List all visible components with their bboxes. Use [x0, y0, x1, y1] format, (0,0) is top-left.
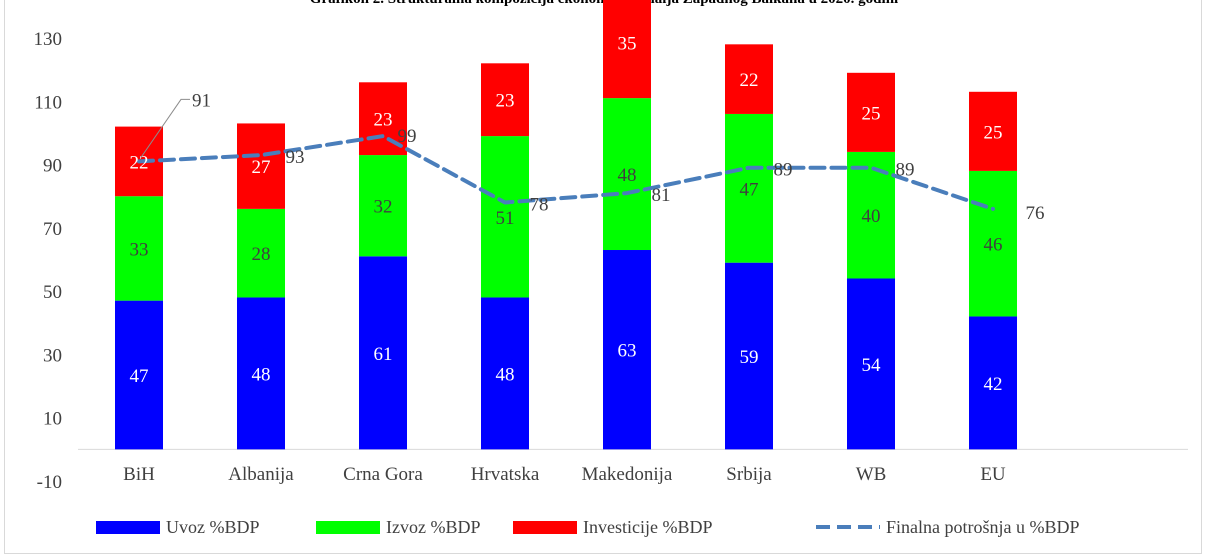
x-tick-label: Srbija	[726, 464, 772, 485]
data-label: 25	[862, 103, 881, 124]
x-tick-label: WB	[856, 464, 887, 485]
y-tick-label: 30	[43, 345, 62, 366]
line-data-label: 99	[398, 126, 417, 147]
leader-line	[140, 98, 190, 158]
line-data-label: 78	[530, 195, 549, 216]
line-data-label: 81	[652, 185, 671, 206]
bar-segment	[725, 44, 773, 114]
bar-segment	[359, 155, 407, 257]
line-data-label: 89	[774, 160, 793, 181]
legend-label: Investicije %BDP	[583, 517, 712, 537]
bar-segment	[603, 0, 651, 99]
bar-segment	[237, 297, 285, 450]
line-layer	[137, 134, 995, 211]
x-tick-label: EU	[980, 464, 1006, 485]
data-label: 47	[130, 366, 149, 387]
legend-swatch	[513, 521, 577, 534]
y-tick-label: 110	[34, 92, 62, 113]
bars-layer	[115, 0, 1017, 450]
legend-label: Finalna potrošnja u %BDP	[886, 517, 1080, 537]
bar-segment	[481, 63, 529, 137]
y-tick-label: -10	[37, 472, 62, 493]
data-label: 22	[740, 70, 759, 91]
bar-segment	[237, 123, 285, 209]
data-label: 59	[740, 347, 759, 368]
y-tick-label: 50	[43, 282, 62, 303]
data-label: 22	[130, 152, 149, 173]
bar-segment	[603, 250, 651, 450]
legend-swatch	[316, 521, 380, 534]
x-tick-label: Albanija	[228, 464, 294, 485]
y-tick-label: 130	[34, 29, 63, 50]
x-tick-label: Crna Gora	[343, 464, 423, 485]
x-tick-label: BiH	[123, 464, 155, 485]
data-label: 47	[740, 179, 759, 200]
x-tick-label: Makedonija	[582, 464, 673, 485]
data-label: 32	[374, 197, 393, 218]
data-label: 40	[862, 206, 881, 227]
data-label: 61	[374, 344, 393, 365]
line-data-label: 89	[896, 160, 915, 181]
labels-layer: 47 33 22 48 28 27 61 32 23 48 51 23 63 48 35 59 47 22 54 40…	[130, 34, 1045, 395]
bar-segment	[847, 72, 895, 152]
bar-segment	[603, 98, 651, 251]
data-label: 48	[496, 364, 515, 385]
axis-layer: -10 10 30 50 70 90 110 130 BiH Albanija Crna Gora H…	[34, 29, 1188, 493]
data-label: 46	[984, 235, 1003, 256]
bar-segment	[115, 300, 163, 450]
legend-label: Izvoz %BDP	[386, 517, 480, 537]
chart-frame	[4, 0, 1202, 554]
line-data-label: 93	[286, 147, 305, 168]
data-label: 48	[252, 364, 271, 385]
data-label: 25	[984, 122, 1003, 143]
bar-segment	[481, 136, 529, 298]
data-label: 63	[618, 341, 637, 362]
bar-segment	[115, 196, 163, 301]
bar-segment	[359, 256, 407, 450]
data-label: 51	[496, 208, 515, 229]
bar-segment	[969, 316, 1017, 450]
data-label: 48	[618, 165, 637, 186]
data-label: 23	[374, 110, 393, 131]
data-label: 27	[252, 157, 271, 178]
bar-segment	[847, 278, 895, 450]
line-series	[137, 134, 995, 211]
data-label: 28	[252, 244, 271, 265]
y-tick-label: 70	[43, 219, 62, 240]
bar-segment	[725, 113, 773, 263]
data-label: 54	[862, 355, 882, 376]
legend: Uvoz %BDP Izvoz %BDP Investicije %BDP Final…	[96, 517, 1080, 537]
y-tick-label: 10	[43, 409, 62, 430]
bar-segment	[481, 297, 529, 450]
data-label: 23	[496, 91, 515, 112]
bar-segment	[725, 262, 773, 450]
data-label: 42	[984, 374, 1003, 395]
data-label: 33	[130, 239, 149, 260]
bar-segment	[237, 208, 285, 298]
x-tick-label: Hrvatska	[471, 464, 540, 485]
bar-segment	[969, 170, 1017, 317]
y-tick-label: 90	[43, 156, 62, 177]
data-label: 35	[618, 34, 637, 55]
line-data-label: 76	[1026, 203, 1045, 224]
legend-swatch	[96, 521, 160, 534]
bar-segment	[969, 91, 1017, 171]
line-data-label: 91	[192, 90, 211, 111]
legend-label: Uvoz %BDP	[166, 517, 260, 537]
